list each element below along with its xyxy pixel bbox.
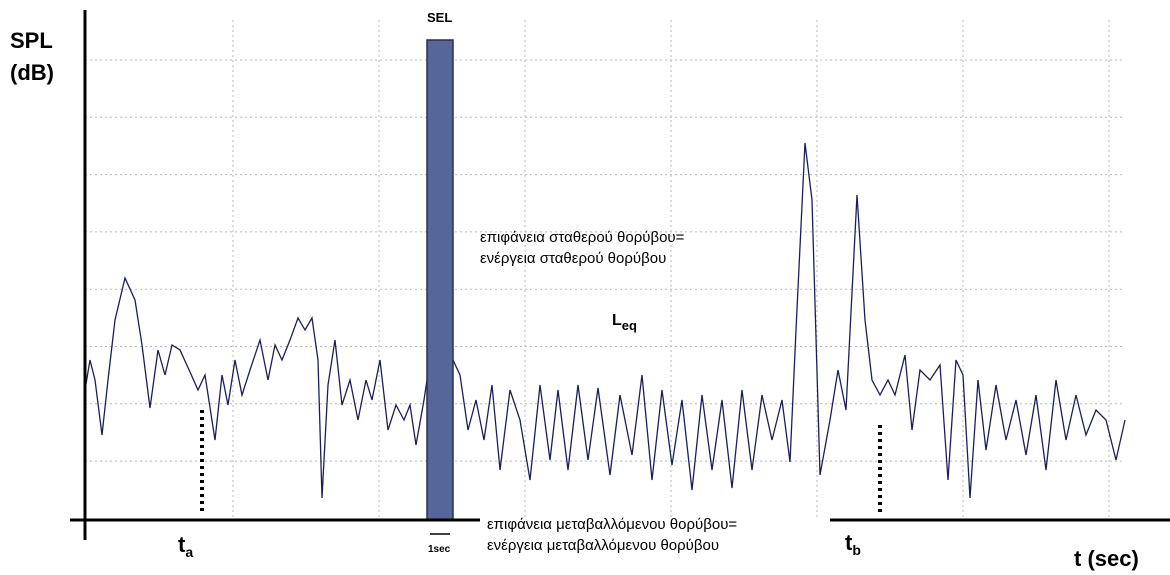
x-label: t (sec) bbox=[1074, 546, 1139, 571]
leq-label: Leq bbox=[612, 312, 637, 333]
noise-signal bbox=[84, 142, 1126, 499]
ta-label: ta bbox=[178, 532, 193, 560]
sel-label: SEL bbox=[427, 10, 452, 25]
sel-bar bbox=[426, 39, 454, 521]
steady-note: ενέργεια σταθερού θορύβου bbox=[480, 250, 666, 267]
varying-note: επιφάνεια μεταβαλλόμενου θορύβου= bbox=[487, 516, 737, 533]
sel-width-label: 1sec bbox=[428, 544, 451, 555]
grid bbox=[85, 20, 1125, 520]
varying-note: ενέργεια μεταβαλλόμενου θορύβου bbox=[487, 537, 719, 554]
tb-label: tb bbox=[845, 530, 861, 558]
y-label: (dB) bbox=[10, 60, 54, 85]
steady-note: επιφάνεια σταθερού θορύβου= bbox=[480, 229, 685, 246]
y-label: SPL bbox=[10, 28, 53, 53]
